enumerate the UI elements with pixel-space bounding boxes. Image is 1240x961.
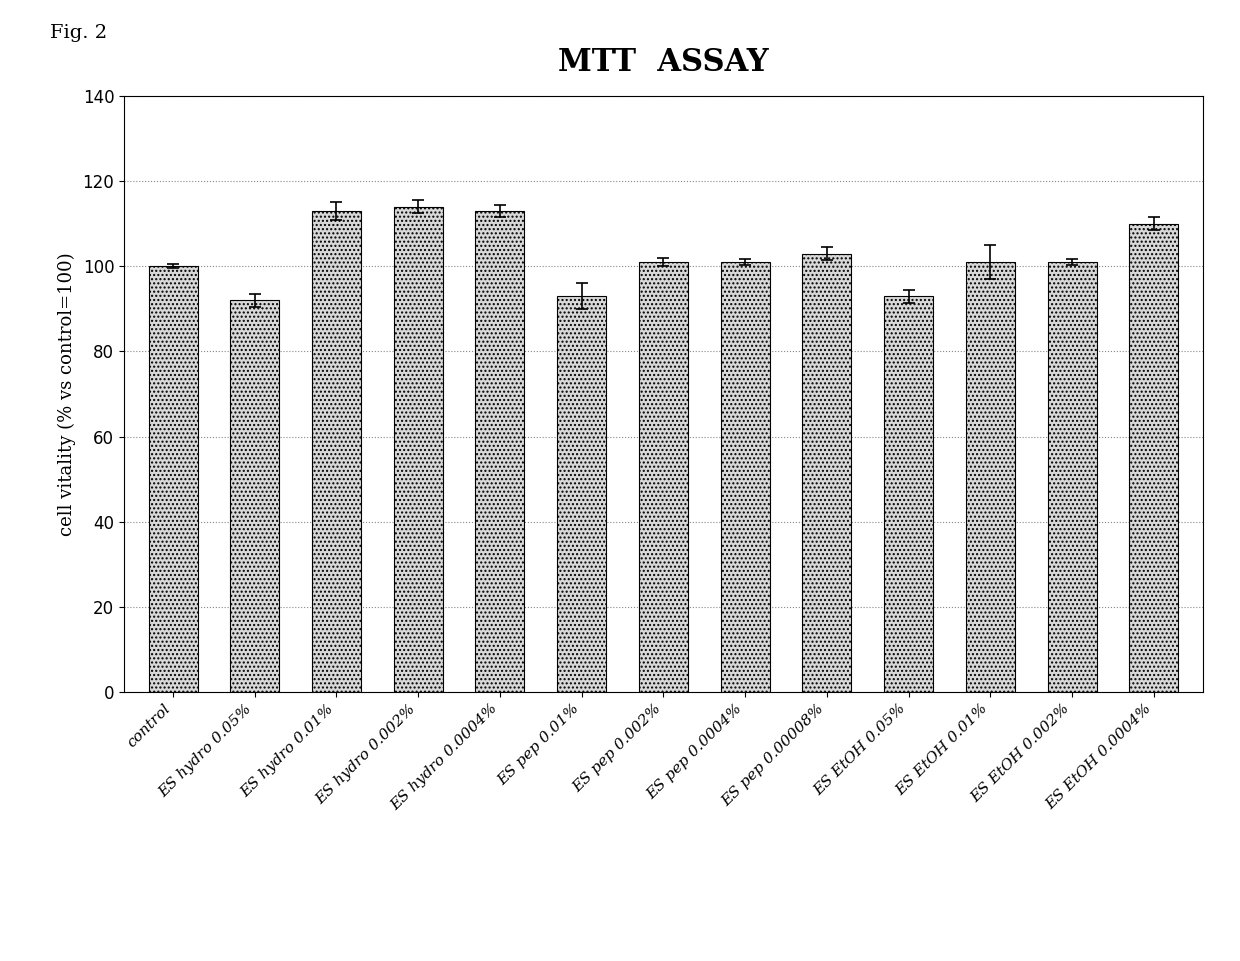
- Y-axis label: cell vitality (% vs control=100): cell vitality (% vs control=100): [57, 252, 76, 536]
- Bar: [966, 262, 1014, 692]
- Title: MTT  ASSAY: MTT ASSAY: [558, 47, 769, 78]
- Bar: [639, 262, 688, 692]
- Bar: [475, 211, 525, 692]
- Text: Fig. 2: Fig. 2: [50, 24, 107, 42]
- Bar: [802, 254, 852, 692]
- Bar: [231, 301, 279, 692]
- Bar: [1048, 262, 1096, 692]
- Bar: [557, 296, 606, 692]
- Bar: [312, 211, 361, 692]
- Bar: [394, 207, 443, 692]
- Bar: [1130, 224, 1178, 692]
- Bar: [720, 262, 770, 692]
- Bar: [149, 266, 197, 692]
- Bar: [884, 296, 932, 692]
